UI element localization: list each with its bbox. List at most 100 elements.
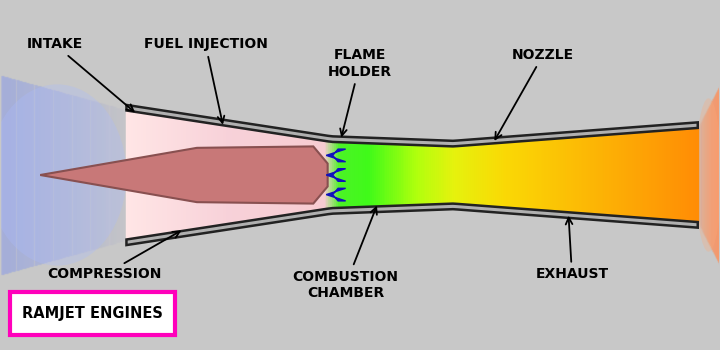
Bar [502, 143, 503, 207]
Bar [658, 131, 660, 219]
Bar [485, 144, 487, 206]
Bar [585, 136, 588, 214]
Bar [127, 111, 128, 239]
Bar [562, 138, 564, 212]
Bar [338, 142, 340, 208]
Bar [633, 133, 635, 217]
Bar [654, 131, 656, 219]
Bar [161, 116, 163, 234]
Bar [4, 77, 5, 273]
Bar [292, 136, 294, 214]
Bar [347, 142, 349, 208]
Bar [246, 129, 248, 221]
Bar [201, 122, 202, 228]
Bar [41, 87, 42, 263]
Bar [673, 130, 675, 220]
Bar [349, 142, 351, 208]
Bar [561, 138, 562, 212]
Bar [9, 78, 10, 272]
Bar [536, 140, 538, 210]
Bar [287, 135, 288, 215]
Bar [75, 96, 76, 254]
Bar [492, 144, 494, 206]
Bar [508, 142, 509, 208]
Bar [218, 125, 220, 225]
Bar [58, 91, 59, 259]
Bar [55, 91, 57, 259]
Bar [686, 129, 688, 221]
Bar [80, 98, 81, 252]
Bar [1, 76, 3, 274]
Bar [288, 135, 290, 215]
Bar [26, 83, 27, 267]
Bar [528, 141, 530, 209]
Bar [134, 112, 136, 238]
Bar [454, 146, 456, 204]
Text: RAMJET ENGINES: RAMJET ENGINES [22, 306, 163, 321]
Polygon shape [326, 169, 346, 181]
Bar [50, 89, 51, 261]
Bar [60, 92, 61, 258]
Bar [549, 139, 551, 211]
Bar [245, 128, 246, 222]
Bar [116, 107, 117, 243]
Bar [379, 144, 382, 206]
Bar [165, 116, 166, 234]
Bar [612, 134, 614, 216]
Bar [363, 143, 364, 207]
Bar [14, 79, 16, 271]
Bar [694, 128, 696, 222]
Bar [100, 103, 101, 247]
Bar [248, 129, 251, 221]
Bar [21, 81, 22, 269]
Bar [488, 144, 490, 206]
Bar [17, 80, 19, 270]
Bar [553, 139, 555, 211]
Bar [662, 131, 663, 219]
Bar [233, 127, 235, 223]
Bar [551, 139, 553, 211]
Bar [540, 140, 541, 210]
Bar [193, 121, 195, 229]
Bar [459, 146, 462, 204]
Bar [390, 144, 391, 206]
Bar [155, 115, 157, 235]
Bar [82, 98, 83, 252]
Bar [159, 116, 161, 234]
Bar [46, 88, 48, 262]
Bar [402, 145, 405, 205]
Bar [462, 146, 464, 204]
Bar [431, 146, 433, 204]
Bar [353, 143, 355, 207]
Bar [197, 121, 199, 229]
Bar [690, 128, 692, 222]
Bar [641, 132, 642, 218]
Bar [311, 139, 313, 211]
Bar [541, 140, 544, 210]
Bar [511, 142, 513, 208]
Bar [57, 91, 58, 259]
Bar [235, 127, 237, 223]
Bar [168, 117, 170, 233]
Bar [626, 133, 627, 217]
Bar [393, 144, 395, 206]
Bar [487, 144, 488, 206]
Bar [557, 139, 559, 211]
Bar [105, 105, 107, 245]
Bar [84, 99, 85, 251]
Bar [178, 118, 180, 232]
Bar [220, 125, 222, 225]
Bar [465, 146, 467, 204]
Bar [125, 110, 127, 240]
Bar [40, 86, 41, 264]
Bar [225, 126, 228, 224]
Bar [97, 102, 98, 248]
Bar [237, 127, 239, 223]
Bar [680, 129, 683, 221]
Bar [577, 137, 580, 213]
Bar [481, 144, 482, 206]
Bar [631, 133, 633, 217]
Bar [48, 89, 49, 261]
Bar [603, 135, 604, 215]
Bar [43, 88, 44, 262]
